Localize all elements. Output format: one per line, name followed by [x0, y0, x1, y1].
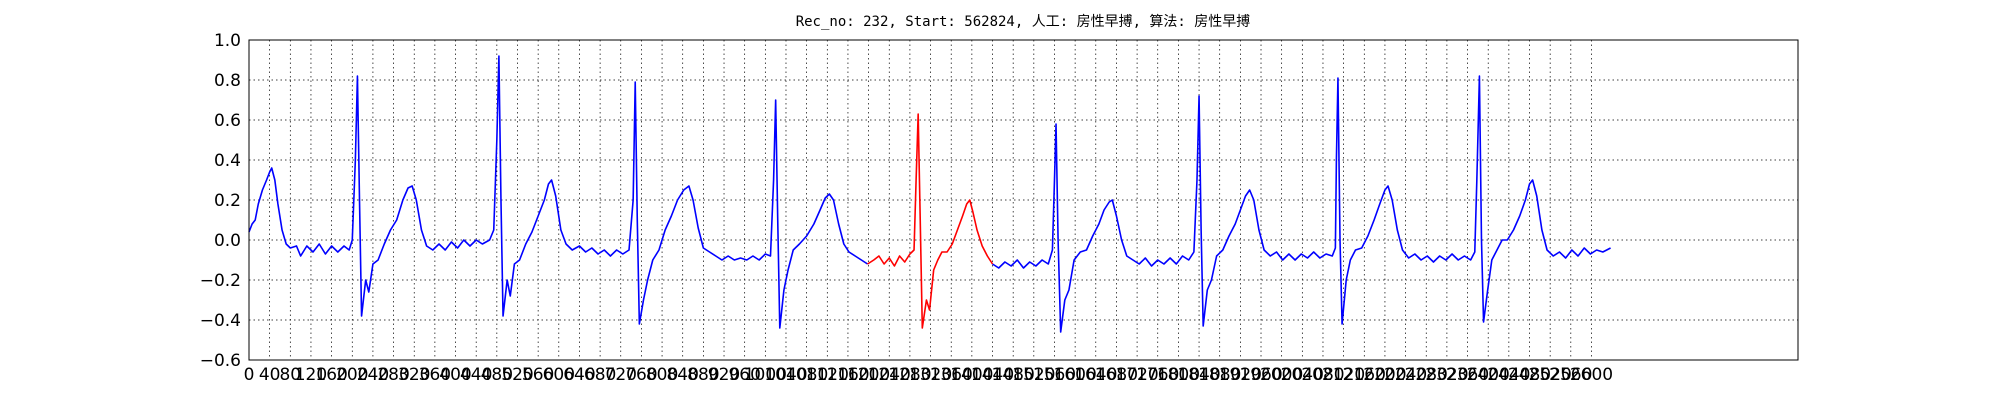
x-tick-label: 1680 — [1095, 365, 1138, 385]
x-tick-label: 1160 — [826, 365, 869, 385]
x-tick-label: 1080 — [785, 365, 828, 385]
x-tick-label: 1360 — [930, 365, 973, 385]
x-tick-label: 1600 — [1054, 365, 1097, 385]
x-tick-label: 1320 — [909, 365, 952, 385]
x-tick-label: 1560 — [1033, 365, 1076, 385]
x-tick-label: 640 — [563, 365, 595, 385]
x-tick-label: 680 — [584, 365, 616, 385]
x-tick-label: 400 — [439, 365, 471, 385]
x-tick-label: 1720 — [1115, 365, 1158, 385]
x-tick-label: 720 — [605, 365, 637, 385]
y-tick-label: 0.6 — [214, 111, 241, 131]
x-tick-label: 1480 — [992, 365, 1035, 385]
x-tick-label: 80 — [279, 365, 301, 385]
x-tick-label: 1520 — [1012, 365, 1055, 385]
x-tick-label: 800 — [646, 365, 678, 385]
x-tick-label: 1200 — [847, 365, 890, 385]
x-tick-label: 1880 — [1198, 365, 1241, 385]
x-tick-label: 200 — [336, 365, 368, 385]
x-tick-label: 2320 — [1425, 365, 1468, 385]
x-tick-label: 1760 — [1136, 365, 1179, 385]
x-tick-label: 2000 — [1260, 365, 1303, 385]
x-tick-label: 1240 — [868, 365, 911, 385]
x-tick-label: 2520 — [1529, 365, 1572, 385]
x-tick-label: 2600 — [1570, 365, 1613, 385]
x-tick-label: 2200 — [1363, 365, 1406, 385]
y-tick-label: 0.4 — [214, 151, 241, 171]
x-tick-label: 520 — [501, 365, 533, 385]
x-tick-label: 1960 — [1239, 365, 1282, 385]
x-tick-label: 1640 — [1074, 365, 1117, 385]
x-tick-label: 40 — [259, 365, 281, 385]
plot-frame — [248, 39, 1799, 361]
x-tick-label: 2360 — [1446, 365, 1489, 385]
y-tick-label: 0.2 — [214, 191, 241, 211]
x-tick-label: 760 — [625, 365, 657, 385]
y-tick-label: 1.0 — [214, 31, 241, 51]
x-tick-label: 1400 — [950, 365, 993, 385]
x-tick-label: 160 — [315, 365, 347, 385]
x-tick-label: 320 — [398, 365, 430, 385]
y-tick-label: −0.6 — [200, 351, 241, 371]
x-tick-label: 280 — [377, 365, 409, 385]
x-tick-label: 600 — [543, 365, 575, 385]
x-tick-label: 0 — [244, 365, 255, 385]
x-tick-label: 1280 — [888, 365, 931, 385]
x-tick-label: 120 — [295, 365, 327, 385]
x-tick-label: 2160 — [1343, 365, 1386, 385]
x-tick-label: 480 — [481, 365, 513, 385]
x-tick-label: 360 — [419, 365, 451, 385]
x-tick-label: 2240 — [1384, 365, 1427, 385]
x-tick-label: 1840 — [1177, 365, 1220, 385]
x-tick-label: 560 — [522, 365, 554, 385]
y-tick-label: −0.4 — [200, 311, 241, 331]
x-tick-label: 840 — [666, 365, 698, 385]
y-tick-label: 0.8 — [214, 71, 241, 91]
ecg-line — [248, 55, 1611, 333]
x-tick-label: 2560 — [1549, 365, 1592, 385]
x-tick-label: 2440 — [1487, 365, 1530, 385]
x-tick-label: 960 — [728, 365, 760, 385]
x-tick-label: 1120 — [806, 365, 849, 385]
x-tick-label: 2040 — [1281, 365, 1324, 385]
x-tick-label: 2120 — [1322, 365, 1365, 385]
ecg-line — [867, 113, 994, 329]
x-tick-label: 1920 — [1219, 365, 1262, 385]
x-tick-label: 1000 — [744, 365, 787, 385]
x-tick-label: 440 — [460, 365, 492, 385]
y-tick-label: 0.0 — [214, 231, 241, 251]
chart-title: Rec_no: 232, Start: 562824, 人工: 房性早搏, 算法… — [796, 13, 1251, 30]
x-tick-label: 1040 — [764, 365, 807, 385]
x-tick-label: 1440 — [971, 365, 1014, 385]
x-tick-label: 240 — [357, 365, 389, 385]
x-tick-label: 2080 — [1301, 365, 1344, 385]
x-tick-label: 1800 — [1157, 365, 1200, 385]
x-tick-label: 2480 — [1508, 365, 1551, 385]
x-tick-label: 880 — [687, 365, 719, 385]
x-tick-label: 2280 — [1405, 365, 1448, 385]
y-tick-label: −0.2 — [200, 271, 241, 291]
x-tick-label: 2400 — [1467, 365, 1510, 385]
x-tick-label: 920 — [708, 365, 740, 385]
